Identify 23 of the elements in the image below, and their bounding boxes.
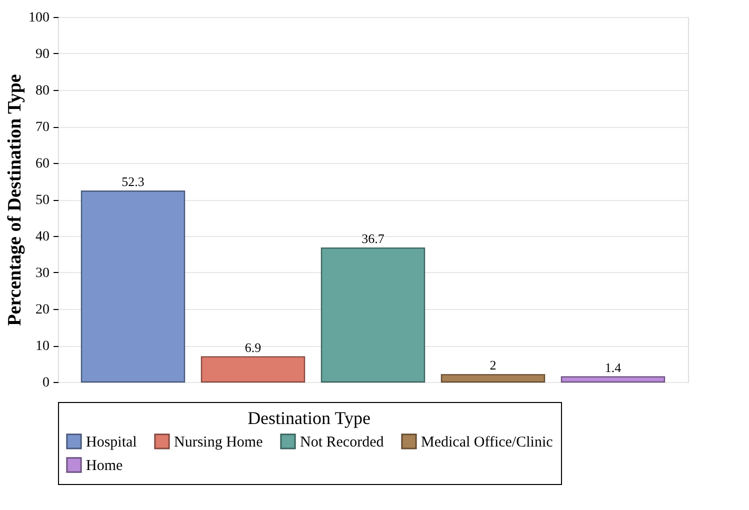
y-axis-title: Percentage of Destination Type — [4, 74, 26, 326]
legend-title: Destination Type — [248, 408, 370, 428]
legend-label: Not Recorded — [300, 434, 384, 450]
legend-label: Nursing Home — [174, 434, 264, 450]
data-label: 1.4 — [604, 360, 622, 375]
data-label: 6.9 — [244, 340, 262, 355]
data-label: 2 — [490, 358, 496, 373]
legend-label: Medical Office/Clinic — [421, 434, 554, 450]
y-tick-label: 100 — [28, 10, 50, 26]
legend-label: Hospital — [86, 434, 137, 450]
data-label: 52.3 — [122, 174, 144, 190]
y-tick-label: 0 — [42, 376, 50, 390]
legend-label: Home — [86, 458, 123, 474]
y-tick-label: 70 — [36, 120, 50, 135]
y-tick-label: 10 — [36, 339, 50, 354]
y-tick-label: 40 — [36, 230, 50, 244]
y-tick-label: 80 — [36, 84, 50, 98]
y-tick-label: 90 — [36, 47, 50, 62]
y-tick-label: 20 — [36, 302, 50, 318]
y-tick-label: 30 — [36, 266, 50, 281]
data-label: 36.7 — [362, 231, 385, 246]
y-tick-label: 60 — [36, 156, 50, 172]
y-tick-label: 50 — [36, 193, 50, 208]
